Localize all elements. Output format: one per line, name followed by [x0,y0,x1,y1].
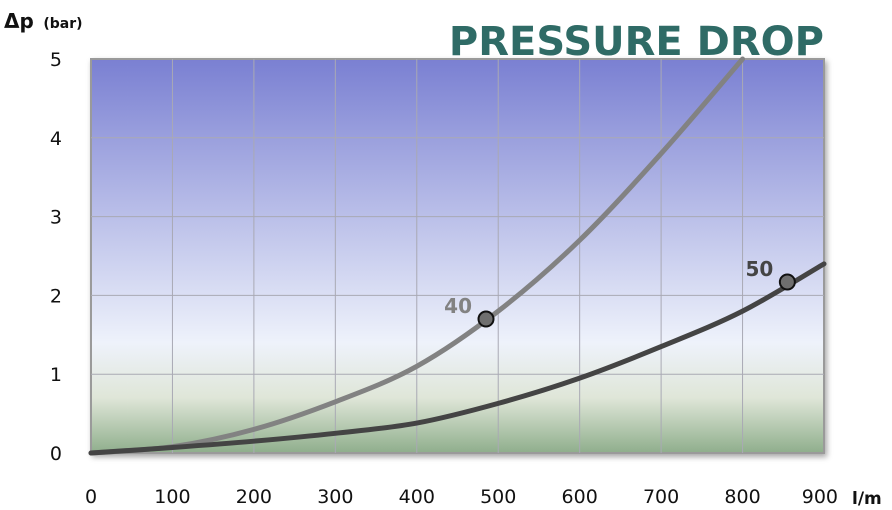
y-tick-label: 5 [50,49,62,71]
y-tick-label: 4 [50,128,62,150]
x-tick-label: 500 [480,486,516,508]
x-tick-label: 900 [802,486,838,508]
y-tick-label: 1 [50,364,62,386]
y-axis-ticks: 0 1 2 3 4 5 [50,49,62,465]
x-tick-label: 0 [85,486,97,508]
x-axis-label: l/m [852,489,882,509]
series-line-50 [88,261,827,456]
y-axis-symbol: Δp [4,9,34,33]
series-group: 40 50 [88,56,827,456]
x-axis-ticks: 0 100 200 300 400 500 600 700 800 900 [85,486,838,508]
x-tick-label: 700 [643,486,679,508]
x-tick-label: 800 [724,486,760,508]
y-tick-label: 3 [50,207,62,229]
x-tick-label: 200 [236,486,272,508]
series-marker-40 [477,310,495,328]
series-marker-50 [778,273,796,291]
series-line-40 [88,56,746,456]
y-axis-label: Δp (bar) [4,9,83,33]
series-label-50: 50 [746,257,774,281]
x-tick-label: 600 [562,486,598,508]
x-tick-label: 300 [317,486,353,508]
y-tick-label: 0 [50,443,62,465]
y-axis-unit: (bar) [43,16,82,32]
grid-lines [91,59,824,453]
plot-area [90,58,825,454]
x-tick-label: 100 [154,486,190,508]
x-tick-label: 400 [399,486,435,508]
y-tick-label: 2 [50,285,62,307]
chart-title: PRESSURE DROP [449,19,824,65]
series-label-40: 40 [444,294,472,318]
